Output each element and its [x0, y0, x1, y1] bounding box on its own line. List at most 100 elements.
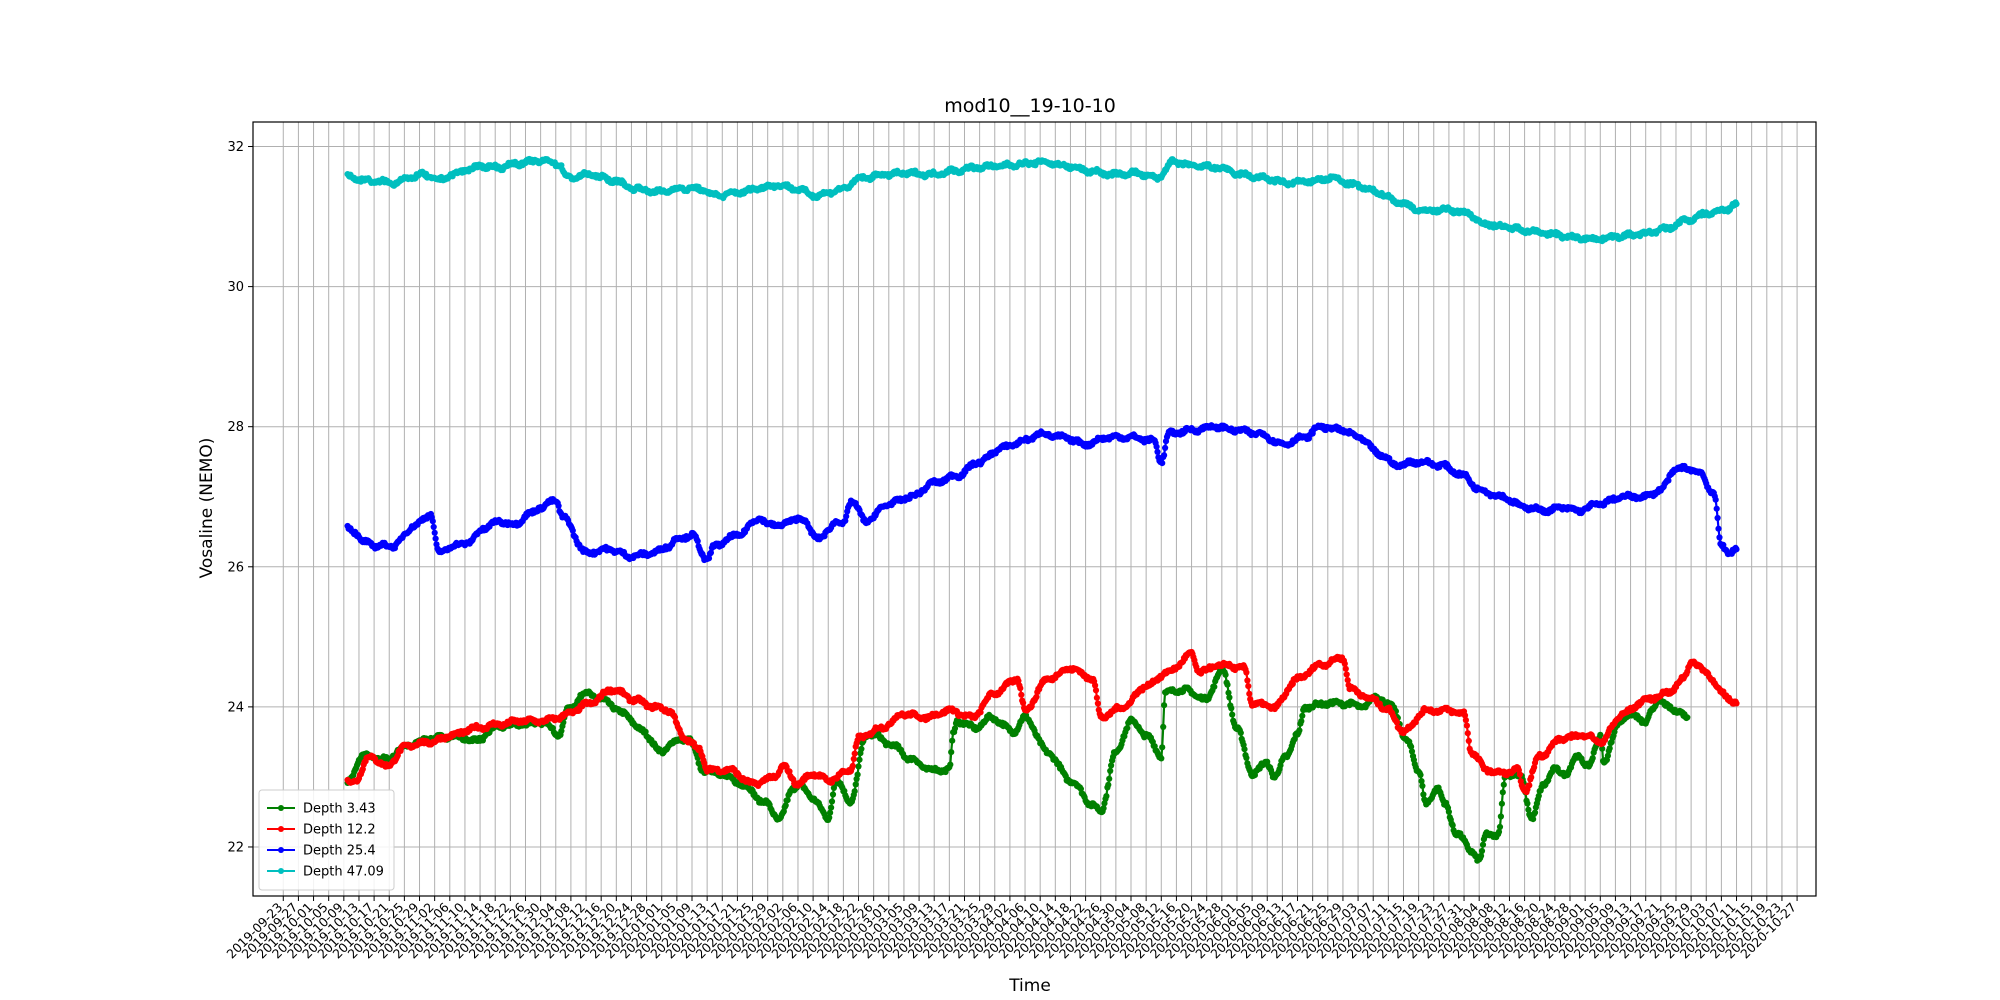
- data-point: [949, 737, 956, 744]
- series-3: [344, 422, 1740, 564]
- data-point: [1408, 743, 1415, 750]
- data-point: [1107, 767, 1114, 775]
- data-point: [1420, 791, 1427, 798]
- data-point: [1159, 460, 1166, 467]
- data-point: [1712, 496, 1719, 503]
- data-point: [977, 709, 984, 716]
- data-point: [1159, 744, 1166, 751]
- data-point: [1530, 816, 1537, 823]
- series-layer: [344, 155, 1740, 864]
- data-point: [1516, 771, 1523, 778]
- data-point: [1684, 714, 1691, 721]
- data-point: [951, 725, 959, 732]
- data-point: [1478, 852, 1485, 859]
- data-point: [1604, 752, 1611, 759]
- data-point: [1222, 671, 1229, 678]
- data-point: [1449, 822, 1456, 829]
- data-point: [1495, 828, 1503, 835]
- data-point: [1033, 693, 1040, 701]
- data-point: [1092, 687, 1100, 694]
- data-point: [429, 518, 436, 525]
- data-point: [856, 756, 863, 763]
- data-point: [1018, 691, 1025, 698]
- data-point: [1606, 745, 1613, 752]
- data-point: [1464, 730, 1471, 737]
- grid-lines: [253, 122, 1816, 896]
- data-point: [1417, 771, 1424, 779]
- data-point: [1714, 514, 1721, 522]
- data-point: [1108, 762, 1115, 769]
- data-point: [1713, 505, 1720, 512]
- data-point: [826, 814, 833, 821]
- data-point: [1296, 727, 1303, 734]
- data-point: [1733, 700, 1740, 707]
- data-point: [827, 809, 834, 816]
- data-point: [1225, 689, 1232, 696]
- data-point: [1093, 694, 1100, 701]
- data-point: [1500, 781, 1507, 788]
- data-point: [1526, 782, 1533, 789]
- data-point: [1243, 669, 1250, 676]
- data-point: [1100, 805, 1107, 812]
- chart-title: mod10__19-10-10: [944, 95, 1116, 117]
- data-point: [782, 802, 789, 809]
- data-point: [1525, 806, 1532, 813]
- data-point: [1211, 683, 1218, 690]
- data-point: [850, 755, 857, 763]
- data-point: [1479, 841, 1487, 848]
- data-point: [828, 798, 836, 805]
- data-point: [947, 761, 954, 768]
- data-point: [1124, 725, 1131, 732]
- data-point: [432, 535, 439, 542]
- data-point: [1237, 729, 1244, 737]
- data-point: [1343, 671, 1350, 678]
- data-point: [1243, 754, 1250, 762]
- series-1: [344, 664, 1691, 864]
- data-point: [1535, 792, 1542, 800]
- data-point: [1162, 444, 1169, 451]
- data-point: [1244, 677, 1251, 684]
- data-point: [851, 788, 858, 795]
- data-point: [855, 763, 862, 770]
- data-point: [1245, 683, 1252, 690]
- data-point: [1716, 534, 1723, 541]
- data-point: [1462, 717, 1469, 724]
- data-point: [1160, 723, 1167, 731]
- data-point: [1153, 443, 1160, 450]
- data-point: [1229, 711, 1236, 718]
- data-point: [1496, 823, 1504, 831]
- data-point: [1246, 690, 1253, 697]
- data-point: [1445, 808, 1452, 816]
- data-point: [1408, 748, 1416, 755]
- series-2: [344, 648, 1740, 796]
- data-point: [828, 804, 835, 811]
- data-point: [786, 768, 793, 775]
- data-point: [1531, 809, 1539, 816]
- data-point: [671, 714, 679, 721]
- data-point: [1597, 731, 1604, 738]
- series-4: [344, 155, 1740, 245]
- data-point: [1017, 685, 1024, 692]
- data-point: [1733, 546, 1740, 553]
- data-point: [1465, 737, 1472, 745]
- data-point: [1298, 718, 1305, 725]
- data-point: [1589, 755, 1596, 762]
- data-point: [1241, 746, 1248, 753]
- data-point: [784, 797, 791, 804]
- data-point: [829, 791, 837, 798]
- data-point: [1094, 700, 1101, 707]
- data-point: [1291, 735, 1298, 743]
- data-point: [849, 762, 856, 770]
- data-point: [431, 529, 438, 536]
- data-point: [851, 750, 858, 757]
- data-point: [948, 749, 955, 756]
- data-point: [1419, 782, 1426, 790]
- data-point: [1524, 800, 1531, 807]
- data-point: [1418, 778, 1425, 785]
- data-point: [1020, 699, 1027, 707]
- data-point: [1299, 712, 1306, 719]
- data-point: [555, 502, 562, 509]
- data-point: [1497, 813, 1504, 820]
- data-point: [1106, 775, 1113, 782]
